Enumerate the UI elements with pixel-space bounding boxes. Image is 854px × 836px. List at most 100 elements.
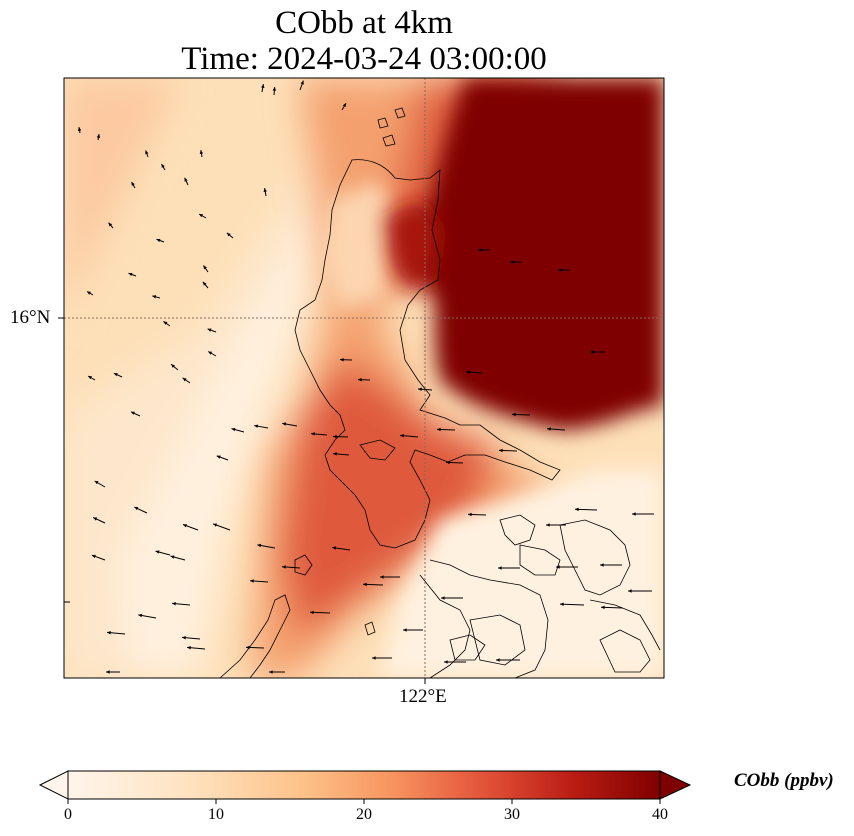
wind-arrow-head [106, 670, 110, 674]
wind-arrow-shaft [574, 508, 598, 511]
wind-arrow-head [138, 613, 143, 618]
wind-arrow-head [96, 134, 101, 138]
wind-arrow-head [332, 546, 336, 550]
wind-arrow-head [272, 87, 277, 91]
wind-arrow-head [172, 602, 176, 606]
wind-arrow-head [498, 566, 502, 570]
wind-arrow-head [478, 248, 482, 252]
wind-arrow-head [156, 238, 161, 243]
wind-arrow-head [94, 481, 99, 485]
wind-arrow-head [250, 579, 254, 583]
wind-arrow-head [216, 455, 221, 459]
wind-arrow-head [282, 422, 287, 426]
wind-arrow-head [601, 605, 605, 610]
wind-arrow-head [575, 507, 579, 512]
wind-arrow-head [170, 555, 175, 559]
colorbar-tick-20: 20 [356, 806, 372, 823]
colorbar-tick-0: 0 [64, 806, 72, 823]
wind-arrow-head [444, 660, 448, 664]
wind-arrow-head [171, 364, 175, 368]
wind-arrow-head [261, 84, 265, 88]
wind-arrow-head [184, 177, 188, 182]
wind-arrow-shaft [559, 603, 585, 606]
wind-arrow-head [628, 589, 632, 593]
wind-arrow-head [231, 427, 236, 432]
wind-arrow-head [207, 328, 212, 332]
wind-arrow-head [134, 507, 139, 511]
wind-arrow-head [182, 377, 187, 382]
wind-arrow-shaft [600, 606, 624, 609]
wind-arrow-head [547, 427, 551, 431]
wind-arrow-head [311, 432, 315, 436]
wind-arrow-head [512, 412, 516, 417]
wind-arrow-head [441, 596, 445, 600]
wind-arrow-head [182, 524, 187, 528]
wind-arrow-head [446, 460, 450, 465]
concentration-field [56, 78, 664, 678]
wind-arrow-head [128, 272, 133, 277]
map-title-line1: CObb at 4km [275, 5, 453, 41]
coastline [219, 107, 661, 678]
wind-arrow-head [340, 357, 344, 362]
wind-arrow-head [282, 565, 286, 569]
wind-arrow-head [91, 554, 96, 559]
wind-arrow-head [560, 602, 564, 607]
wind-arrow-head [403, 628, 407, 632]
wind-arrow-head [333, 434, 337, 439]
wind-arrow-head [182, 636, 186, 640]
wind-arrow-head [333, 452, 337, 456]
wind-arrow-head [107, 631, 111, 635]
wind-arrow-head [130, 411, 135, 415]
colorbar-tick-10: 10 [208, 806, 224, 823]
map-frame [63, 77, 665, 679]
wind-arrow-head [510, 260, 514, 264]
wind-arrow-head [145, 150, 149, 155]
wind-arrow-head [372, 656, 376, 660]
wind-arrow-head [590, 350, 594, 354]
wind-arrow-head [468, 512, 472, 517]
wind-arrow-head [546, 523, 550, 527]
wind-arrow-head [269, 670, 273, 674]
wind-arrow-head [257, 543, 262, 548]
colorbar-tick-30: 30 [504, 806, 520, 823]
wind-arrow-head [88, 376, 93, 380]
wind-arrow-head [358, 377, 362, 382]
wind-arrow-head [246, 645, 250, 650]
wind-arrow-head [600, 563, 604, 567]
wind-arrow-head [113, 373, 118, 377]
map-title-line2: Time: 2024-03-24 03:00:00 [181, 41, 547, 77]
wind-arrow-head [202, 281, 207, 286]
wind-arrow-head [418, 387, 422, 392]
wind-arrow-head [77, 127, 82, 131]
wind-arrow-head [556, 565, 560, 569]
wind-arrow-head [213, 523, 218, 527]
wind-arrow-head [342, 103, 346, 108]
wind-arrow-head [155, 550, 160, 554]
wind-arrow-head [199, 150, 204, 154]
wind-arrow-head [199, 214, 204, 218]
wind-arrow-head [187, 646, 191, 650]
wind-arrow-head [466, 370, 470, 374]
wind-arrow-head [263, 188, 267, 192]
wind-arrow-head [310, 610, 314, 615]
wind-arrow-head [163, 321, 168, 325]
wind-arrow-head [300, 80, 304, 85]
wind-arrow-head [496, 658, 500, 662]
wind-arrow-head [93, 517, 98, 521]
wind-arrow-head [161, 163, 165, 168]
wind-arrow-head [131, 181, 135, 186]
wind-arrow-head [56, 600, 60, 603]
lat-tick-label: 16°N [10, 307, 51, 328]
wind-arrow-head [203, 265, 207, 270]
colorbar [38, 770, 692, 804]
colorbar-tick-40: 40 [652, 806, 668, 823]
lon-tick-label: 122°E [399, 686, 447, 707]
wind-arrow-head [86, 291, 91, 295]
wind-arrow-head [499, 448, 503, 453]
wind-arrow-head [400, 434, 404, 438]
wind-arrow-head [558, 268, 562, 272]
wind-arrow-head [108, 222, 113, 227]
wind-arrow-head [437, 427, 441, 432]
colorbar-title: CObb (ppbv) [734, 770, 834, 791]
